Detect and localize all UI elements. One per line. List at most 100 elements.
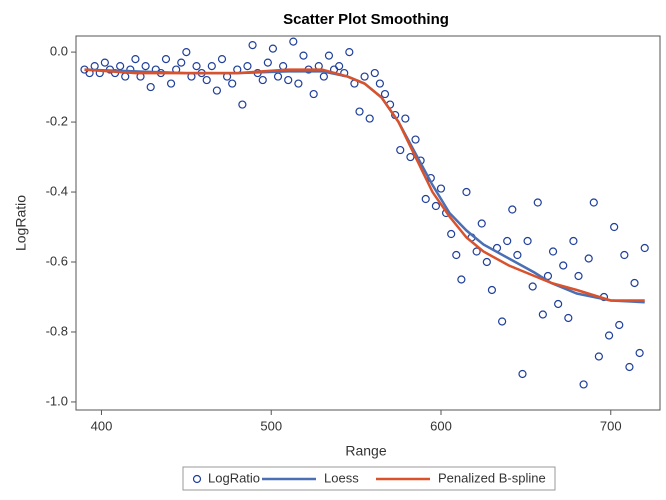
point (192, 61, 201, 71)
point (258, 75, 267, 85)
point (513, 250, 522, 260)
legend-label: Loess (324, 470, 359, 485)
point (569, 236, 578, 246)
x-tick-label: 600 (430, 418, 452, 433)
point (263, 58, 272, 67)
point (401, 114, 410, 123)
x-tick-label: 400 (91, 418, 113, 433)
y-tick-label: -0.8 (46, 323, 68, 338)
point (508, 205, 517, 214)
point (584, 254, 593, 263)
y-tick-label: -1.0 (46, 393, 68, 408)
point (528, 282, 537, 291)
point (284, 75, 293, 85)
y-axis-label: LogRatio (13, 195, 29, 251)
y-tick-label: -0.2 (46, 114, 68, 129)
point (166, 79, 176, 88)
point (131, 54, 140, 64)
point (370, 68, 379, 78)
point (554, 299, 563, 309)
point (640, 243, 649, 253)
point (620, 250, 629, 260)
point (533, 198, 542, 207)
point (518, 369, 527, 379)
point (228, 79, 237, 88)
point (335, 61, 344, 71)
point (345, 47, 354, 57)
point (462, 187, 471, 197)
x-axis-label: Range (345, 443, 386, 459)
point (411, 135, 420, 144)
point (212, 86, 222, 95)
legend-box (182, 466, 556, 491)
legend-label: LogRatio (208, 470, 260, 485)
point (538, 310, 547, 319)
point (498, 317, 507, 326)
point (574, 271, 583, 281)
point (503, 236, 512, 246)
point (447, 229, 456, 239)
chart-title: Scatter Plot Smoothing (283, 11, 449, 28)
point (523, 236, 532, 246)
point (177, 58, 186, 67)
point (238, 100, 247, 109)
point (579, 380, 588, 389)
point (604, 331, 614, 340)
point (431, 201, 441, 211)
point (309, 89, 318, 99)
point (477, 219, 486, 228)
point (217, 54, 227, 64)
point (375, 79, 384, 88)
x-tick-label: 500 (260, 418, 282, 433)
legend-marker (192, 474, 202, 484)
point (207, 61, 216, 71)
point (324, 51, 334, 60)
point (487, 285, 497, 295)
point (289, 37, 298, 46)
point (268, 44, 278, 53)
point (360, 72, 369, 81)
point (396, 145, 405, 155)
point (482, 257, 491, 267)
point (355, 107, 364, 116)
point (472, 247, 481, 256)
point (365, 114, 374, 123)
point (589, 198, 598, 207)
point (273, 72, 283, 81)
point (615, 320, 624, 330)
point (141, 61, 150, 71)
point (630, 278, 639, 288)
point (299, 51, 308, 60)
point (594, 352, 603, 361)
point (548, 247, 558, 256)
point (625, 362, 634, 372)
point (457, 275, 466, 284)
point (436, 184, 446, 193)
y-tick-label: -0.4 (46, 183, 68, 198)
point (635, 348, 644, 358)
point (243, 61, 252, 71)
point (100, 58, 109, 67)
plot-frame (75, 35, 661, 411)
point (248, 40, 257, 50)
point (610, 222, 619, 232)
y-tick-label: 0.0 (50, 44, 68, 59)
point (182, 47, 191, 57)
point (559, 261, 568, 270)
legend-label: Penalized B-spline (438, 470, 546, 485)
point (146, 82, 155, 92)
point (319, 72, 328, 81)
point (380, 89, 390, 99)
point (161, 54, 171, 64)
point (202, 75, 211, 85)
y-tick-label: -0.6 (46, 253, 68, 268)
point (294, 79, 303, 88)
point (452, 250, 461, 260)
point (406, 152, 415, 162)
x-tick-label: 700 (600, 418, 622, 433)
point (564, 313, 573, 323)
point (421, 194, 430, 204)
smooth-line (84, 68, 645, 302)
